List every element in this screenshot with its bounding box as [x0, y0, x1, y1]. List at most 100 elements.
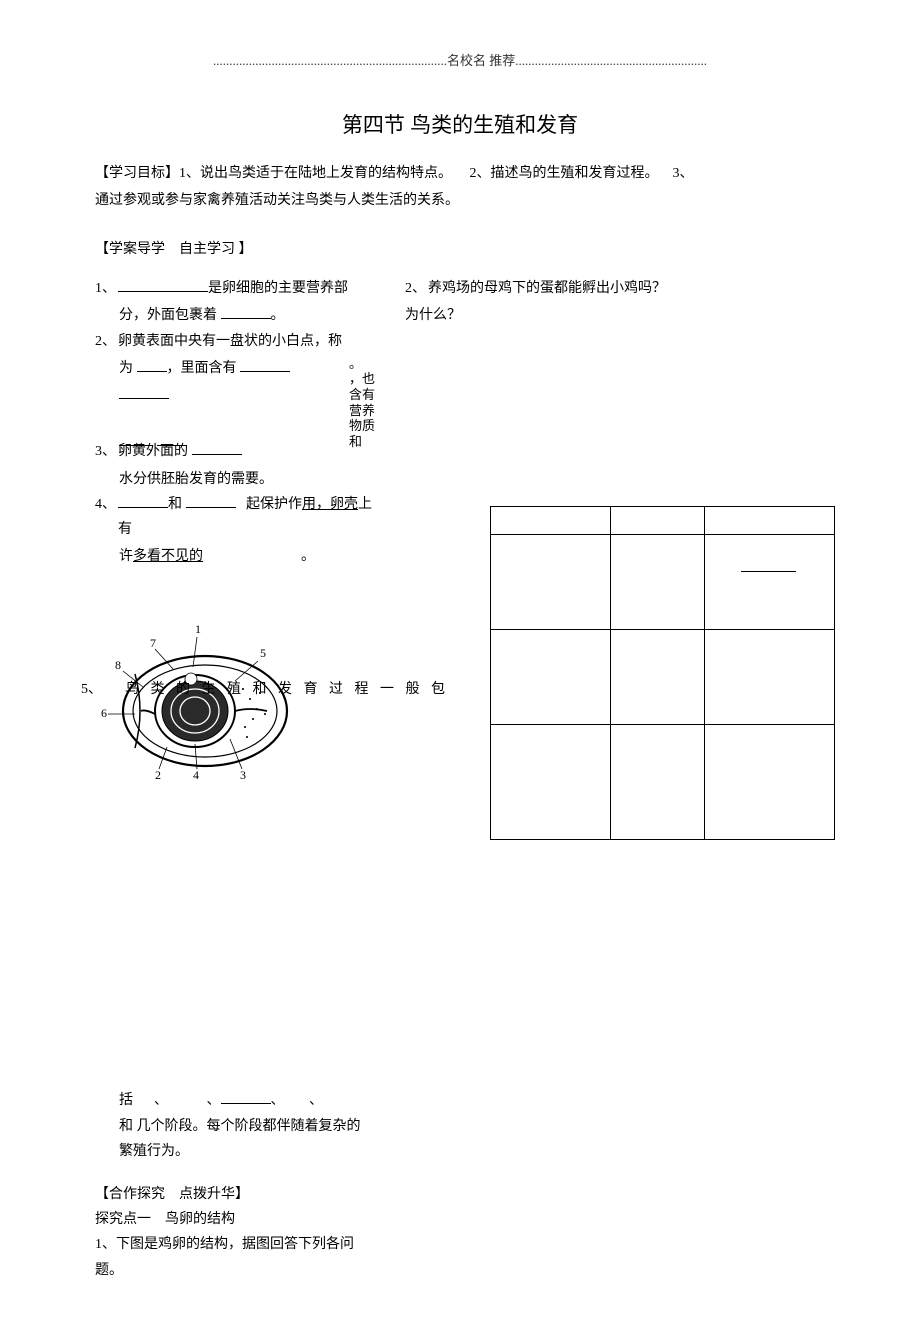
table-cell	[491, 725, 611, 840]
item-4: 4、 和 起保护作用，卵壳上有	[95, 492, 375, 542]
item4-text-c: 许	[119, 549, 133, 564]
point-title: 鸟卵的结构	[165, 1212, 235, 1227]
table-cell	[705, 725, 835, 840]
cont-e: 、	[309, 1093, 323, 1108]
section2-item1-line2: 题。	[95, 1258, 825, 1283]
item5-num: 5、	[81, 682, 102, 697]
s2-item1-text-b: 题。	[95, 1263, 123, 1278]
s2-item1-text-a: 下图是鸡卵的结构，据图回答下列各问	[116, 1237, 354, 1252]
item3-text-b: 水分供胚胎发育的需要。	[119, 472, 273, 487]
blank-fill[interactable]	[221, 305, 271, 319]
item3-text-a: 卵黄外面的	[118, 444, 188, 459]
obj1-text: 说出鸟类适于在陆地上发育的结构特点。	[200, 166, 452, 181]
item-1: 1、 是卵细胞的主要营养部	[95, 276, 375, 301]
egg-label-7: 7	[150, 636, 156, 650]
right-item2-text-a: 养鸡场的母鸡下的蛋都能孵出小鸡吗？	[428, 276, 825, 301]
item5-text-container: 鸟 类 的 生 殖 和 发 育 过 程 一 般 包	[125, 677, 449, 702]
objectives-label: 【学习目标】	[95, 166, 179, 181]
egg-label-8: 8	[115, 658, 121, 672]
right-column: 2、 养鸡场的母鸡下的蛋都能孵出小鸡吗？ 为什么？	[405, 276, 825, 1164]
section2: 【合作探究 点拨升华】 探究点一 鸟卵的结构 1、下图是鸡卵的结构，据图回答下列…	[95, 1182, 825, 1283]
blank-fill[interactable]	[137, 358, 167, 372]
cont-f: 和 几个阶段。每个阶段都伴随着复杂的	[119, 1119, 361, 1134]
item4-text-c2: 多看不见的	[133, 549, 203, 564]
item-2: 2、 卵黄表面中央有一盘状的小白点，称	[95, 329, 375, 354]
item3-line2: 水分供胚胎发育的需要。	[119, 467, 375, 492]
right-item2-text-b: 为什么？	[405, 308, 461, 323]
blank-fill[interactable]	[118, 494, 168, 508]
egg-label-6: 6	[101, 706, 107, 720]
cont-line2: 和 几个阶段。每个阶段都伴随着复杂的	[119, 1114, 375, 1139]
section2-open: 【合作探究	[95, 1187, 165, 1202]
obj1-num: 1、	[179, 166, 200, 181]
item4-line2: 许多看不见的 。	[119, 544, 375, 569]
blank-fill[interactable]	[186, 494, 236, 508]
obj3-text: 通过参观或参与家禽养殖活动关注鸟类与人类生活的关系。	[95, 193, 459, 208]
item1-text-b: 分，外面包裹着	[119, 308, 217, 323]
blank-fill[interactable]	[240, 358, 290, 372]
item4-text-d: 。	[301, 549, 315, 564]
item1-text-c: 。	[271, 308, 285, 323]
table-header-cell	[610, 507, 705, 535]
cont-g: 繁殖行为。	[119, 1144, 189, 1159]
section1-header: 【学案导学 自主学习 】	[95, 238, 825, 258]
egg-label-2: 2	[155, 768, 161, 782]
table-container	[490, 506, 835, 840]
item5: 5、	[81, 677, 104, 702]
blank-fill[interactable]	[741, 559, 796, 572]
section1-open: 【学案导学	[95, 242, 165, 257]
table-cell	[610, 535, 705, 630]
left-column: 1、 是卵细胞的主要营养部 分，外面包裹着 。 2、 卵黄表面中央有一盘状的小白…	[95, 276, 375, 1164]
right-item2-num: 2、	[405, 276, 426, 301]
cont-c: 、	[207, 1093, 221, 1108]
table-cell	[610, 725, 705, 840]
cont-b: 、	[154, 1093, 168, 1108]
table-header-cell	[491, 507, 611, 535]
section1-mid: 自主学习	[179, 242, 235, 257]
continuation: 括 、 、、 、 和 几个阶段。每个阶段都伴随着复杂的 繁殖行为。	[95, 1088, 375, 1164]
item-3: 3、 卵黄外面的	[95, 439, 375, 464]
table-cell	[705, 535, 835, 630]
item2-text-c: ，里面含有	[167, 361, 237, 376]
obj3-num: 3、	[673, 166, 694, 181]
section2-item1: 1、下图是鸡卵的结构，据图回答下列各问	[95, 1232, 825, 1257]
item3-num: 3、	[95, 439, 116, 464]
blank-fill[interactable]	[118, 278, 208, 292]
blank-fill[interactable]	[119, 385, 169, 399]
egg-diagram: 1 7 5 8 6 2 4 3	[95, 619, 375, 798]
item2-text-a: 卵黄表面中央有一盘状的小白点，称	[118, 329, 375, 354]
header-center: 名校名 推荐	[447, 53, 515, 68]
right-item-2: 2、 养鸡场的母鸡下的蛋都能孵出小鸡吗？	[405, 276, 825, 301]
section2-header: 【合作探究 点拨升华】	[95, 1182, 825, 1207]
section2-mid: 点拨升华】	[179, 1187, 249, 1202]
item1-num: 1、	[95, 276, 116, 301]
table-header-cell	[705, 507, 835, 535]
objectives: 【学习目标】1、说出鸟类适于在陆地上发育的结构特点。 2、描述鸟的生殖和发育过程…	[95, 161, 825, 214]
obj2-num: 2、	[470, 166, 491, 181]
table-cell	[610, 630, 705, 725]
egg-label-1: 1	[195, 622, 201, 636]
item4-num: 4、	[95, 492, 116, 517]
content-grid: 1、 是卵细胞的主要营养部 分，外面包裹着 。 2、 卵黄表面中央有一盘状的小白…	[95, 276, 825, 1164]
blank-fill[interactable]	[221, 1090, 271, 1104]
point-label: 探究点一	[95, 1212, 151, 1227]
item2-text-b: 为	[119, 361, 133, 376]
section1-close: 】	[239, 242, 253, 257]
egg-label-5: 5	[260, 646, 266, 660]
egg-label-3: 3	[240, 768, 246, 782]
item2-text-d: 。	[349, 356, 375, 372]
page-header: ........................................…	[95, 50, 825, 69]
section2-point: 探究点一 鸟卵的结构	[95, 1207, 825, 1232]
item1-text-a: 是卵细胞的主要营养部	[208, 281, 348, 296]
cont-d: 、	[271, 1093, 285, 1108]
obj2-text: 描述鸟的生殖和发育过程。	[491, 166, 659, 181]
egg-label-4: 4	[193, 768, 199, 782]
item2-num: 2、	[95, 329, 116, 354]
item1-line2: 分，外面包裹着 。	[119, 303, 375, 328]
blank-fill[interactable]	[192, 441, 242, 455]
s2-item1-num: 1、	[95, 1237, 116, 1252]
data-table	[490, 506, 835, 840]
vertical-text: 。 ，也 含有 营养 物质 和	[349, 356, 375, 450]
cont-line3: 繁殖行为。	[119, 1139, 375, 1164]
item5-text: 鸟 类 的 生 殖 和 发 育 过 程 一 般 包	[125, 682, 449, 697]
